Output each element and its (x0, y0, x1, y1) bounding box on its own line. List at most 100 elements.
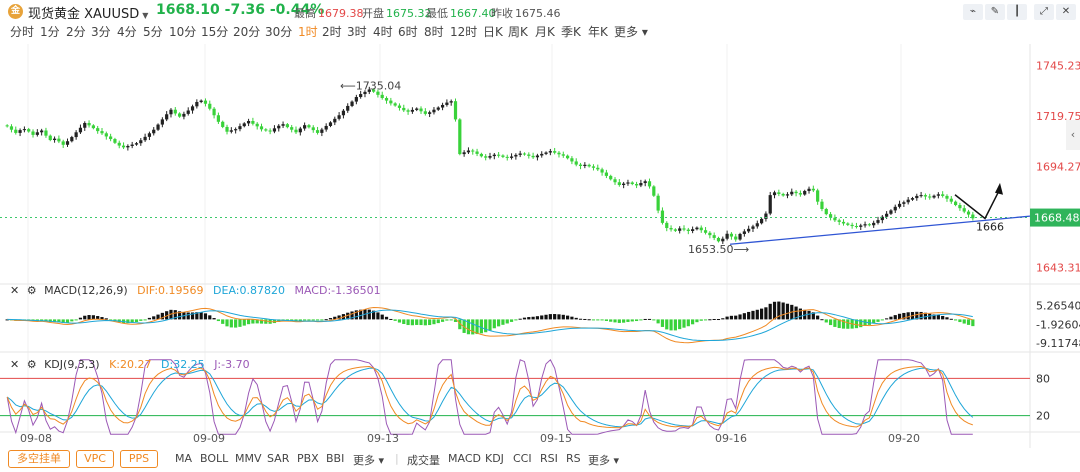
pill-1[interactable]: VPC (76, 450, 114, 468)
candle-body-6 (31, 131, 35, 135)
candle-icon[interactable]: ┃ (1007, 4, 1027, 20)
macd-bar-56 (246, 319, 251, 325)
candle-body-145 (630, 182, 634, 185)
candle-body-157 (682, 228, 686, 230)
candle-body-186 (807, 188, 811, 191)
macd-close-icon[interactable]: ✕ (10, 284, 20, 297)
macd-settings-icon[interactable]: ⚙ (26, 284, 37, 297)
candle-body-74 (324, 125, 328, 130)
main-indicator-5[interactable]: BBI (326, 452, 345, 465)
pill-2[interactable]: PPS (120, 450, 158, 468)
candle-body-153 (665, 222, 669, 229)
candle-body-42 (186, 110, 190, 114)
macd-bar-135 (587, 319, 591, 321)
period-1[interactable]: 1分 (40, 25, 60, 39)
macd-bar-118 (514, 319, 518, 321)
period-6[interactable]: 10分 (169, 25, 197, 39)
period-3[interactable]: 3分 (91, 25, 111, 39)
macd-name: MACD(12,26,9) (44, 284, 128, 297)
candle-body-185 (803, 190, 807, 195)
chart-grid (0, 44, 1080, 448)
sub-indicator-5[interactable]: RS (566, 452, 581, 465)
instrument-selector[interactable]: 现货黄金 XAUUSD ▼ (28, 3, 148, 22)
macd-bar-139 (604, 319, 608, 321)
candle-body-8 (40, 130, 44, 133)
collapse-sidebar-button[interactable]: ‹ (1066, 120, 1080, 150)
candle-body-170 (738, 233, 742, 240)
candle-body-71 (311, 127, 315, 131)
period-13[interactable]: 4时 (373, 25, 393, 39)
candle-body-94 (410, 109, 414, 112)
macd-bar-85 (372, 310, 376, 320)
price-tick-3: 1643.31 (1036, 261, 1080, 274)
main-indicator-0[interactable]: MA (175, 452, 193, 465)
period-17[interactable]: 日K (483, 25, 503, 39)
date-label-0: 09-08 (20, 432, 52, 445)
macd-bar-108 (471, 319, 475, 335)
period-5[interactable]: 5分 (143, 25, 163, 39)
period-8[interactable]: 20分 (233, 25, 261, 39)
candle-body-201 (872, 222, 876, 226)
sub-indicator-4[interactable]: RSI (540, 452, 558, 465)
macd-bar-198 (859, 319, 863, 328)
macd-bar-12 (57, 319, 61, 323)
candle-body-63 (277, 125, 281, 129)
macd-bar-51 (225, 319, 229, 327)
candle-body-91 (397, 105, 402, 108)
period-11[interactable]: 2时 (322, 25, 342, 39)
close-icon[interactable]: ✕ (1056, 4, 1076, 20)
period-0[interactable]: 分时 (10, 25, 35, 39)
pen-icon[interactable]: ✎ (985, 4, 1005, 20)
period-18[interactable]: 周K (508, 25, 528, 39)
period-20[interactable]: 季K (561, 25, 581, 39)
period-19[interactable]: 月K (535, 25, 555, 39)
candle-body-124 (540, 153, 544, 156)
period-10[interactable]: 1时 (298, 25, 318, 39)
period-2[interactable]: 2分 (66, 25, 86, 39)
macd-bar-66 (290, 319, 294, 321)
period-15[interactable]: 8时 (424, 25, 444, 39)
macd-bar-152 (660, 319, 665, 327)
main-indicator-2[interactable]: MMV (235, 452, 262, 465)
pill-0[interactable]: 多空挂单 (8, 450, 70, 468)
sub-indicator-3[interactable]: CCI (513, 452, 532, 465)
main-indicator-3[interactable]: SAR (267, 452, 290, 465)
period-16[interactable]: 12时 (450, 25, 478, 39)
kdj-settings-icon[interactable]: ⚙ (26, 358, 37, 371)
period-9[interactable]: 30分 (265, 25, 293, 39)
sub-indicator-6[interactable]: 更多 ▾ (588, 454, 620, 467)
period-21[interactable]: 年K (588, 25, 608, 39)
candle-body-108 (471, 150, 475, 152)
macd-bar-134 (583, 318, 587, 320)
period-12[interactable]: 3时 (347, 25, 367, 39)
kdj-close-icon[interactable]: ✕ (10, 358, 20, 371)
expand-icon[interactable]: ⤢ (1034, 4, 1054, 20)
candle-body-72 (315, 130, 320, 133)
main-indicator-4[interactable]: PBX (297, 452, 319, 465)
sub-indicator-0[interactable]: 成交量 (407, 454, 440, 467)
main-indicator-6[interactable]: 更多 ▾ (353, 454, 385, 467)
period-14[interactable]: 6时 (398, 25, 418, 39)
candle-body-34 (152, 129, 156, 134)
price-tick-1: 1719.75 (1036, 110, 1080, 123)
candle-body-205 (889, 210, 893, 214)
candle-body-85 (372, 89, 376, 92)
sub-indicator-1[interactable]: MACD (448, 452, 481, 465)
candle-body-148 (643, 181, 647, 184)
period-22[interactable]: 更多 ▾ (614, 25, 648, 39)
line-tool-icon[interactable]: ⌁ (963, 4, 983, 20)
candle-body-214 (928, 196, 932, 198)
period-7[interactable]: 15分 (201, 25, 229, 39)
macd-bar-186 (807, 310, 811, 320)
period-4[interactable]: 4分 (117, 25, 137, 39)
macd-bar-38 (169, 309, 173, 320)
sub-indicator-2[interactable]: KDJ (485, 452, 504, 465)
main-indicator-1[interactable]: BOLL (200, 452, 229, 465)
macd-bar-59 (259, 319, 264, 324)
candle-body-211 (915, 195, 919, 199)
candle-body-55 (242, 123, 246, 127)
macd-bar-149 (647, 318, 652, 320)
kdj-j: J:-3.70 (214, 358, 250, 371)
macd-bar-75 (328, 318, 333, 320)
